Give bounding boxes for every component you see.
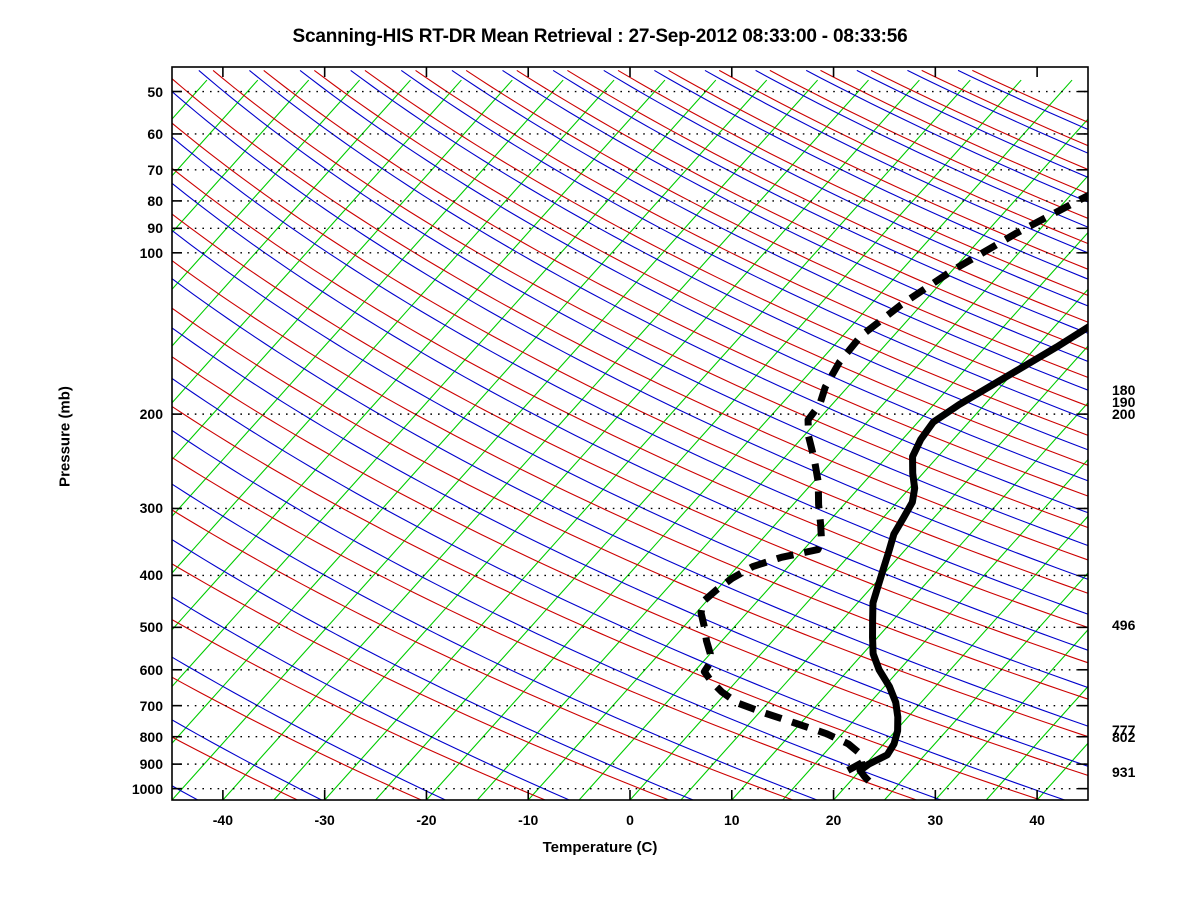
isobar-gridlines [172,90,1088,790]
y-tick-label: 1000 [131,780,163,797]
x-tick-label: -10 [518,812,539,828]
y-tick-label: 90 [147,220,163,237]
profile-curves [697,191,1088,784]
y-tick-label: 100 [139,244,163,261]
y-tick-label: 900 [139,756,163,773]
y-tick-label: 500 [139,619,163,636]
right-annotation: 931 [1112,764,1136,780]
y-tick-label: 50 [147,83,163,100]
y-tick-label: 800 [139,728,163,745]
page-title: Scanning-HIS RT-DR Mean Retrieval : 27-S… [292,26,908,47]
x-tick-label: 30 [927,812,944,828]
right-annotation: 496 [1112,617,1136,634]
y-tick-label: 70 [147,161,163,178]
right-annotation: 190 [1112,394,1136,411]
x-tick-label: 20 [825,812,842,828]
x-tick-label: 40 [1029,812,1045,828]
x-axis-label: Temperature (C) [542,839,658,856]
y-tick-label: 300 [139,500,163,517]
right-annotation: 180 [1112,381,1136,398]
x-tick-label: -40 [212,812,233,828]
y-tick-label: 200 [139,406,163,423]
y-tick-label: 60 [147,125,163,142]
y-tick-label: 700 [139,697,163,714]
plot-frame [171,66,1089,801]
x-tick-label: -30 [314,812,335,828]
x-tick-label: 10 [723,812,740,828]
y-tick-label: 400 [139,567,163,584]
axis-ticks [172,67,1088,800]
x-tick-label: -20 [416,812,437,828]
series-temperature [856,323,1088,784]
y-tick-label: 80 [147,192,163,209]
right-annotation: 777 [1112,721,1136,738]
background-thermodynamic-lines [172,69,1088,800]
right-annotation: 802 [1112,729,1136,746]
x-tick-label: 0 [626,812,634,828]
right-annotation: 200 [1112,406,1136,423]
y-tick-label: 600 [139,661,163,678]
series-dewpoint [697,191,1088,782]
